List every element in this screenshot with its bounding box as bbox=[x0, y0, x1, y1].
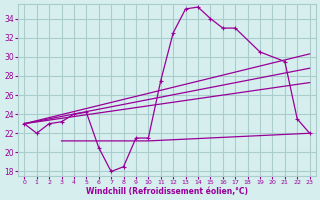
X-axis label: Windchill (Refroidissement éolien,°C): Windchill (Refroidissement éolien,°C) bbox=[86, 187, 248, 196]
